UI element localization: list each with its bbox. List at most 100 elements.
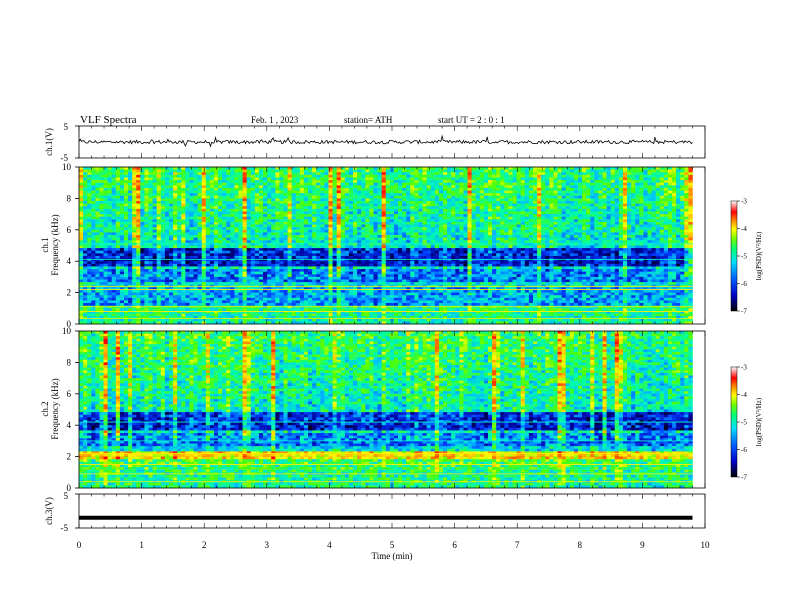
spectrogram-cell bbox=[479, 193, 485, 197]
spectrogram-cell bbox=[91, 237, 96, 241]
spectrogram-cell bbox=[520, 182, 526, 186]
spectrogram-cell bbox=[291, 214, 297, 218]
spectrogram-cell bbox=[271, 182, 276, 186]
spectrogram-cell bbox=[414, 182, 419, 186]
spectrogram-cell bbox=[684, 216, 689, 220]
spectrogram-cell bbox=[479, 203, 485, 207]
spectrogram-cell bbox=[676, 221, 681, 225]
spectrogram-cell bbox=[520, 177, 526, 181]
spectrogram-cell bbox=[635, 180, 640, 183]
spectrogram-cell bbox=[177, 195, 182, 199]
spectrogram-cell bbox=[479, 198, 485, 202]
spectrogram-cell bbox=[258, 224, 264, 228]
spectrogram-cell bbox=[132, 180, 137, 183]
spectrogram-cell bbox=[389, 203, 395, 207]
spectrogram-cell bbox=[688, 180, 693, 183]
spectrogram-cell bbox=[156, 180, 162, 183]
spectrogram-cell bbox=[258, 242, 264, 246]
spectrogram-cell bbox=[152, 235, 158, 238]
spectrogram-cell bbox=[177, 216, 182, 220]
spectrogram-cell bbox=[487, 190, 493, 194]
spectrogram-cell bbox=[361, 208, 366, 212]
spectrogram-cell bbox=[500, 195, 505, 199]
spectrogram-cell bbox=[406, 227, 411, 231]
spectrogram-cell bbox=[91, 232, 96, 236]
spectrogram-cell bbox=[414, 174, 419, 178]
spectrogram-cell bbox=[173, 190, 178, 194]
spectrogram-cell bbox=[168, 211, 174, 215]
spectrogram-cell bbox=[672, 193, 677, 197]
spectrogram-cell bbox=[230, 167, 235, 170]
spectrogram-cell bbox=[467, 208, 472, 212]
spectrogram-cell bbox=[168, 248, 174, 252]
spectrogram-cell bbox=[152, 185, 158, 189]
spectrogram-cell bbox=[659, 208, 665, 212]
spectrogram-cell bbox=[242, 242, 247, 246]
spectrogram-cell bbox=[487, 206, 493, 210]
spectrogram-cell bbox=[258, 177, 264, 181]
spectrogram-cell bbox=[132, 169, 137, 173]
spectrogram-cell bbox=[83, 190, 88, 194]
spectrogram-cell bbox=[87, 167, 92, 170]
spectrogram-cell bbox=[545, 232, 550, 236]
spectrogram-cell bbox=[303, 201, 309, 204]
spectrogram-cell bbox=[659, 185, 665, 189]
spectrogram-cell bbox=[430, 227, 436, 231]
spectrogram-cell bbox=[267, 237, 272, 241]
spectrogram-cell bbox=[553, 224, 558, 228]
spectrogram-cell bbox=[549, 211, 554, 215]
spectrogram-cell bbox=[549, 177, 554, 181]
spectrogram-cell bbox=[316, 180, 321, 183]
spectrogram-cell bbox=[283, 232, 288, 236]
spectrogram-cell bbox=[512, 211, 517, 215]
spectrogram-cell bbox=[524, 201, 530, 204]
spectrogram-cell bbox=[111, 248, 117, 252]
spectrogram-cell bbox=[303, 177, 309, 181]
spectrogram-cell bbox=[279, 177, 284, 181]
spectrogram-cell bbox=[577, 182, 583, 186]
spectrogram-cell bbox=[635, 185, 640, 189]
spectrogram-cell bbox=[152, 195, 158, 199]
spectrogram-cell bbox=[365, 232, 370, 236]
spectrogram-cell bbox=[483, 229, 489, 233]
spectrogram-cell bbox=[406, 185, 411, 189]
spectrogram-cell bbox=[177, 172, 182, 176]
spectrogram-cell bbox=[545, 190, 550, 194]
spectrogram-cell bbox=[504, 235, 509, 238]
spectrogram-cell bbox=[672, 245, 677, 249]
spectrogram-cell bbox=[663, 190, 669, 194]
spectrogram-cell bbox=[557, 182, 562, 186]
spectrogram-cell bbox=[348, 248, 354, 252]
spectrogram-cell bbox=[422, 180, 427, 183]
spectrogram-cell bbox=[99, 216, 104, 220]
spectrogram-cell bbox=[496, 174, 501, 178]
spectrogram-cell bbox=[222, 229, 227, 233]
spectrogram-cell bbox=[622, 195, 628, 199]
spectrogram-cell bbox=[136, 242, 141, 246]
spectrogram-cell bbox=[177, 169, 182, 173]
spectrogram-cell bbox=[201, 185, 207, 189]
spectrogram-cell bbox=[688, 237, 693, 241]
spectrogram-cell bbox=[500, 214, 505, 218]
spectrogram-cell bbox=[418, 195, 423, 199]
spectrogram-cell bbox=[246, 237, 252, 241]
spectrogram-cell bbox=[426, 177, 432, 181]
spectrogram-cell bbox=[156, 224, 162, 228]
spectrogram-cell bbox=[320, 193, 325, 197]
spectrogram-cell bbox=[156, 219, 162, 223]
spectrogram-cell bbox=[487, 232, 493, 236]
spectrogram-cell bbox=[348, 195, 354, 199]
spectrogram-cell bbox=[377, 219, 382, 223]
spectrogram-cell bbox=[688, 216, 693, 220]
spectrogram-cell bbox=[267, 187, 272, 191]
spectrogram-cell bbox=[234, 203, 239, 207]
spectrogram-cell bbox=[635, 206, 640, 210]
spectrogram-cell bbox=[565, 206, 571, 210]
spectrogram-cell bbox=[418, 167, 423, 170]
spectrogram-cell bbox=[373, 248, 378, 252]
spectrogram-cell bbox=[148, 201, 153, 204]
spectrogram-cell bbox=[226, 185, 231, 189]
spectrogram-cell bbox=[336, 237, 342, 241]
spectrogram-cell bbox=[561, 201, 566, 204]
spectrogram-cell bbox=[144, 248, 149, 252]
